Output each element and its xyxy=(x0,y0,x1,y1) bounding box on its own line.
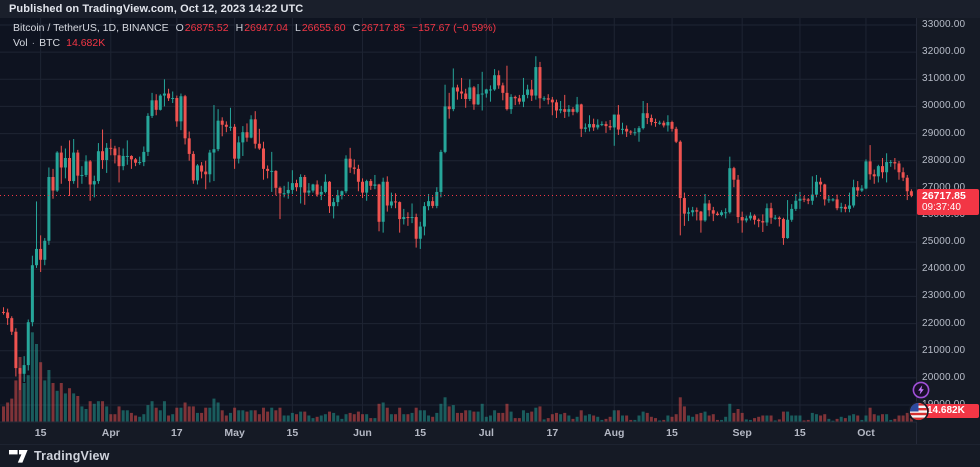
chart-legend: Bitcoin / TetherUS, 1D, BINANCE O 26875.… xyxy=(13,21,496,51)
time-axis-label: 17 xyxy=(170,427,183,439)
legend-symbol-row[interactable]: Bitcoin / TetherUS, 1D, BINANCE O 26875.… xyxy=(13,21,496,36)
tradingview-brand[interactable]: TradingView xyxy=(34,449,110,463)
price-axis[interactable] xyxy=(916,18,980,444)
time-axis[interactable]: 15 Apr 17 May 15 Jun 15 Jul 17 Aug 15 Sep 15 Oct xyxy=(0,422,916,444)
price-axis-label: 32000.00 xyxy=(922,46,966,58)
time-axis-label: 15 xyxy=(666,427,678,439)
volume-label: Vol xyxy=(13,37,28,49)
price-axis-label: 23000.00 xyxy=(922,290,966,302)
ohlc-low-label: L xyxy=(294,22,301,34)
bar-countdown: 09:37:40 xyxy=(922,202,961,213)
price-axis-label: 28000.00 xyxy=(922,154,966,166)
tradingview-logo-icon[interactable] xyxy=(9,449,28,463)
time-axis-label: 17 xyxy=(546,427,559,439)
price-axis-label: 30000.00 xyxy=(922,100,966,112)
price-axis-label: 33000.00 xyxy=(922,19,966,30)
time-axis-label: May xyxy=(224,427,245,439)
price-axis-label: 24000.00 xyxy=(922,263,966,275)
legend-title: Bitcoin / TetherUS, 1D, BINANCE xyxy=(13,22,169,34)
volume-value: 14.682K xyxy=(66,37,106,49)
published-text: Published on TradingView.com, Oct 12, 20… xyxy=(9,3,304,15)
volume-separator: · xyxy=(31,37,36,49)
price-axis-label: 29000.00 xyxy=(922,127,966,139)
time-axis-label: Apr xyxy=(101,427,120,439)
price-axis-label: 31000.00 xyxy=(922,73,966,85)
time-axis-label: Sep xyxy=(732,427,752,439)
ohlc-high-value: 26947.04 xyxy=(244,22,288,34)
price-axis-label: 20000.00 xyxy=(922,371,966,383)
time-axis-label: 15 xyxy=(34,427,47,439)
price-axis-label: 27000.00 xyxy=(922,181,966,193)
last-price-badge: 26717.85 09:37:40 xyxy=(917,189,979,215)
last-price-value: 26717.85 xyxy=(922,190,966,202)
ohlc-open-value: 26875.52 xyxy=(184,22,229,34)
time-axis-label: 15 xyxy=(414,427,427,439)
ohlc-low-value: 26655.60 xyxy=(301,22,346,34)
time-axis-label: Aug xyxy=(604,427,625,439)
time-axis-label: Jul xyxy=(478,427,494,439)
time-axis-label: 15 xyxy=(794,427,806,439)
time-axis-label: 15 xyxy=(286,427,299,439)
ohlc-close-value: 26717.85 xyxy=(361,22,406,34)
volume-symbol: BTC xyxy=(39,37,61,49)
ohlc-close-label: C xyxy=(352,22,361,34)
chart-plot-background[interactable] xyxy=(0,18,916,422)
legend-volume-row[interactable]: Vol · BTC 14.682K xyxy=(13,36,496,51)
volume-axis-badge: 14.682K xyxy=(917,404,979,418)
ohlc-open-label: O xyxy=(175,22,184,34)
lightning-event-icon[interactable] xyxy=(912,381,930,399)
price-axis-label: 22000.00 xyxy=(922,317,966,329)
footer-bar: TradingView xyxy=(0,444,980,467)
time-axis-label: Oct xyxy=(857,427,875,439)
time-axis-label: Jun xyxy=(353,427,372,439)
price-axis-label: 25000.00 xyxy=(922,236,966,248)
price-axis-label: 21000.00 xyxy=(922,344,966,356)
published-bar: Published on TradingView.com, Oct 12, 20… xyxy=(0,0,980,18)
us-flag-event-icon[interactable] xyxy=(908,401,929,422)
ohlc-high-label: H xyxy=(235,22,244,34)
legend-change: −157.67 (−0.59%) xyxy=(412,22,497,34)
